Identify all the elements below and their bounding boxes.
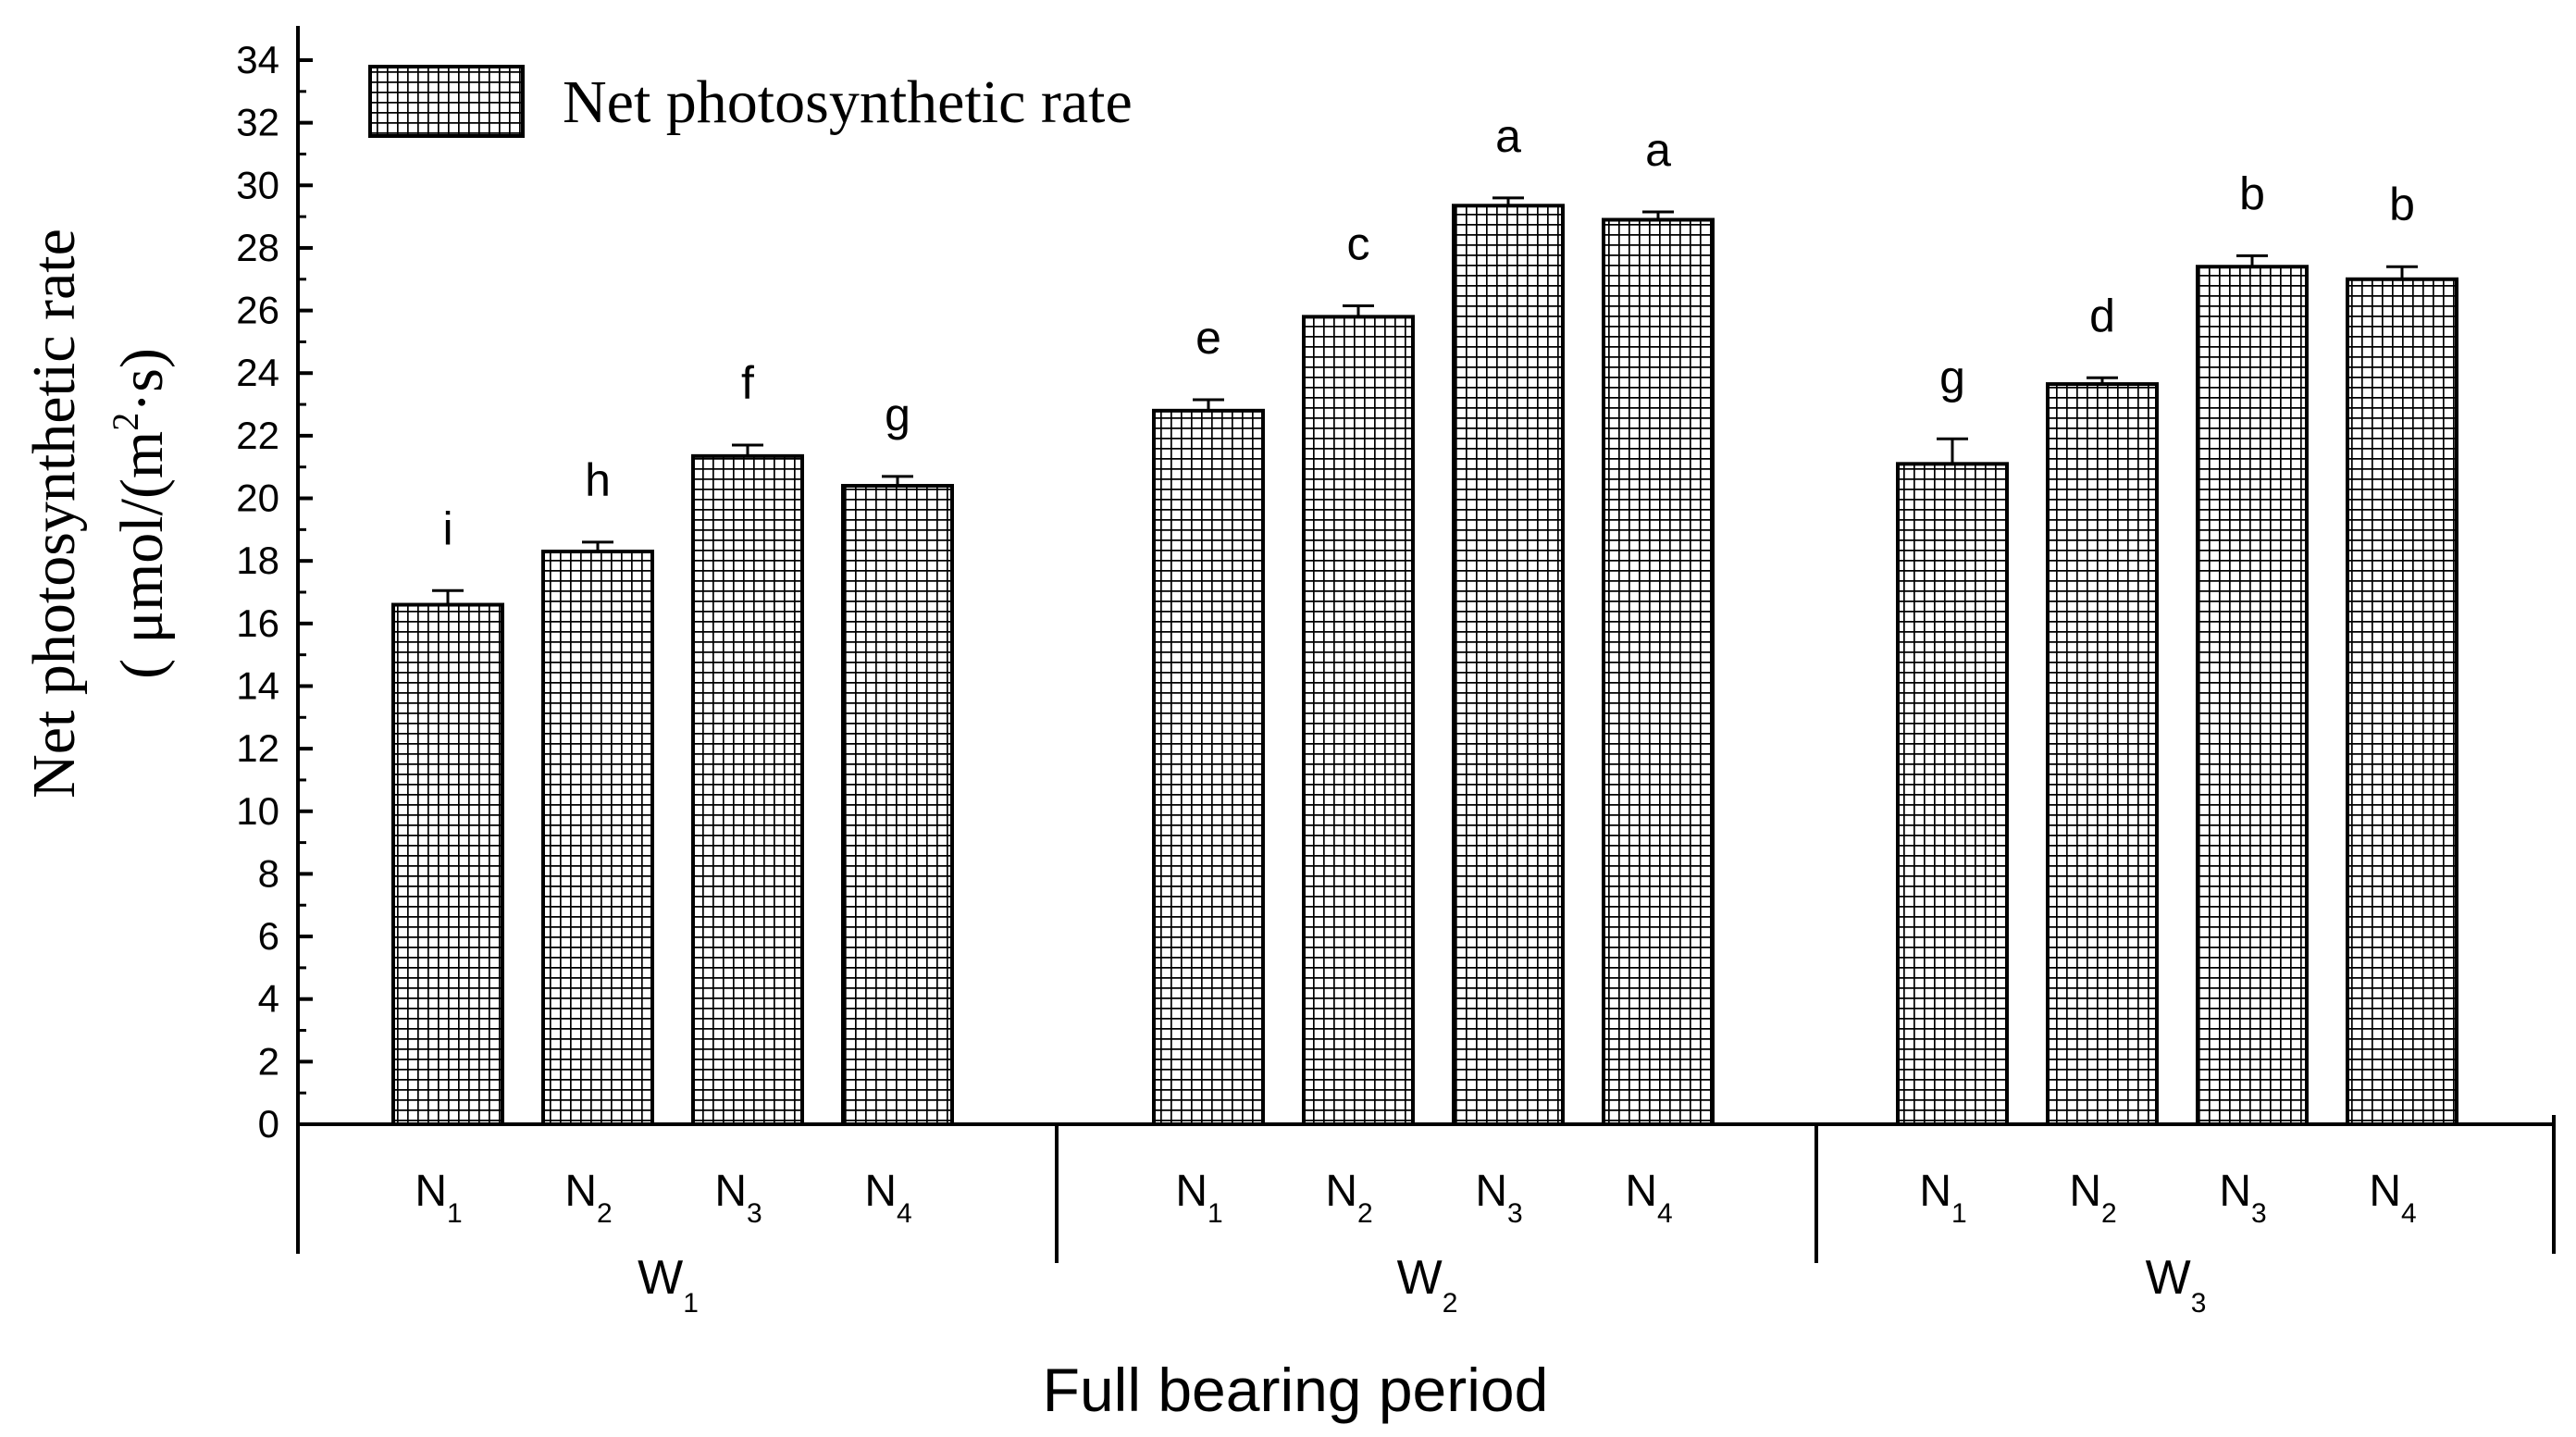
- bars: i h f g e c a a g d b b: [391, 110, 2458, 1126]
- category-label: N4: [864, 1167, 911, 1229]
- y-tick-label: 14: [236, 663, 279, 707]
- significance-label: a: [1645, 124, 1671, 176]
- significance-label: g: [885, 389, 910, 440]
- bar: [691, 453, 804, 1126]
- y-tick-label: 0: [258, 1102, 279, 1146]
- y-tick-label: 10: [236, 789, 279, 833]
- significance-label: c: [1347, 218, 1370, 270]
- bar: [2346, 277, 2458, 1126]
- group-label: W1: [638, 1251, 699, 1319]
- y-tick-label: 12: [236, 726, 279, 770]
- x-axis-title: Full bearing period: [1043, 1356, 1549, 1424]
- significance-label: b: [2239, 167, 2265, 219]
- category-label: N1: [415, 1167, 462, 1229]
- significance-label: g: [1939, 351, 1965, 403]
- category-label: N4: [1625, 1167, 1672, 1229]
- category-label: N3: [2219, 1167, 2266, 1229]
- bar: [391, 602, 504, 1126]
- bar: [841, 484, 954, 1126]
- category-label: N2: [1325, 1167, 1372, 1229]
- y-tick-label: 26: [236, 289, 279, 332]
- category-labels: N1 N2 N3 N4 W1 N1 N2 N3 N4 W2 N1 N2 N3 N4 W3: [415, 1167, 2416, 1319]
- legend-swatch: [368, 65, 525, 138]
- significance-label: e: [1195, 312, 1221, 364]
- category-label: N3: [1475, 1167, 1522, 1229]
- significance-label: h: [585, 454, 611, 506]
- y-tick-label: 32: [236, 101, 279, 144]
- y-axis-title-line1: Net photosynthetic rate: [20, 229, 88, 799]
- y-tick-label: 6: [258, 914, 279, 958]
- category-label: N3: [714, 1167, 762, 1229]
- bar: [2046, 382, 2159, 1126]
- y-tick-label: 16: [236, 601, 279, 645]
- significance-label: a: [1495, 110, 1521, 162]
- bar: [1152, 408, 1265, 1126]
- bar: [1452, 204, 1565, 1126]
- bar: [541, 550, 654, 1126]
- y-tick-label: 2: [258, 1039, 279, 1083]
- significance-label: d: [2089, 290, 2115, 341]
- y-tick-label: 8: [258, 851, 279, 895]
- y-tick-label: 20: [236, 477, 279, 520]
- category-label: N2: [564, 1167, 612, 1229]
- bar: [1302, 315, 1415, 1126]
- category-label: N1: [1175, 1167, 1222, 1229]
- category-label: N4: [2369, 1167, 2416, 1229]
- bar: [2196, 265, 2309, 1126]
- y-axis-title: Net photosynthetic rate ( μmol/(m2·s): [20, 229, 176, 799]
- significance-label: i: [442, 502, 452, 554]
- y-tick-label: 22: [236, 414, 279, 457]
- y-tick-label: 34: [236, 38, 279, 81]
- y-tick-label: 28: [236, 226, 279, 269]
- group-label: W2: [1397, 1251, 1458, 1319]
- legend: Net photosynthetic rate: [368, 65, 1133, 138]
- y-tick-label: 30: [236, 163, 279, 206]
- bar: [1896, 462, 2009, 1126]
- y-tick-label: 24: [236, 351, 279, 394]
- legend-label: Net photosynthetic rate: [563, 68, 1133, 136]
- group-label: W3: [2146, 1251, 2207, 1319]
- y-tick-label: 4: [258, 977, 279, 1021]
- significance-label: b: [2389, 179, 2415, 230]
- y-axis-title-line2: ( μmol/(m2·s): [105, 348, 176, 679]
- significance-label: f: [741, 357, 754, 409]
- bar: [1602, 217, 1715, 1126]
- category-label: N2: [2069, 1167, 2116, 1229]
- category-label: N1: [1919, 1167, 1966, 1229]
- y-tick-label: 18: [236, 539, 279, 582]
